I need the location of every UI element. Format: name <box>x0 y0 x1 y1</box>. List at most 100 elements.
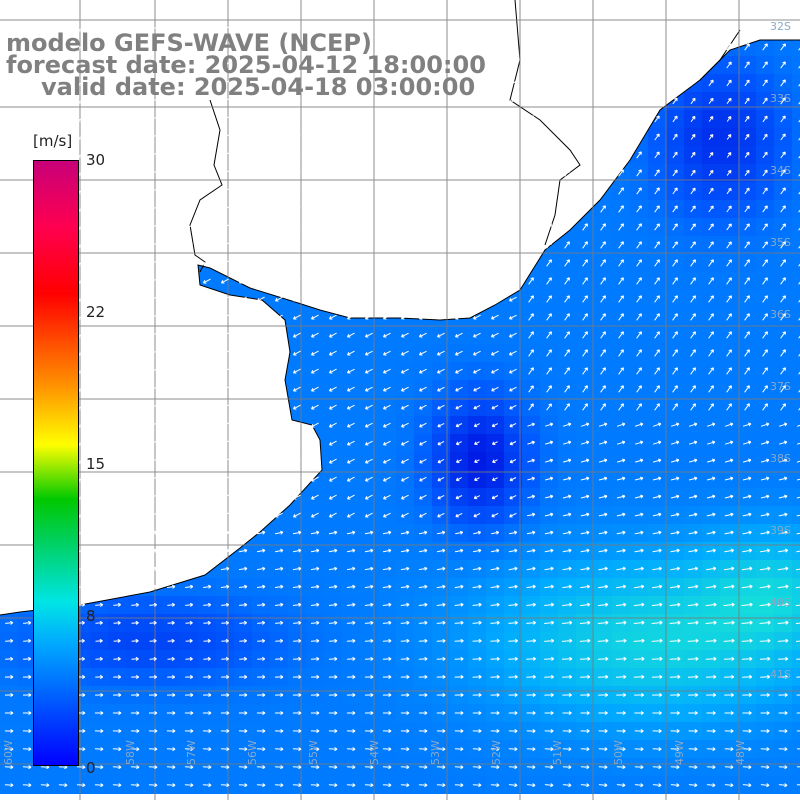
wind-arrow <box>688 512 698 517</box>
wind-arrow <box>4 188 13 194</box>
wind-arrow <box>418 747 428 752</box>
wind-arrow <box>130 765 140 770</box>
wind-arrow <box>112 188 121 194</box>
wind-arrow <box>364 386 373 392</box>
wind-arrow <box>382 458 391 464</box>
wind-arrow <box>400 440 409 446</box>
wind-arrow <box>780 385 786 393</box>
wind-arrow <box>148 765 158 770</box>
wind-arrow <box>780 277 786 285</box>
wind-arrow <box>184 332 193 338</box>
wind-arrow <box>185 584 194 589</box>
wind-arrow <box>545 422 554 427</box>
wind-arrow <box>112 332 121 338</box>
wind-arrow <box>579 638 591 643</box>
wind-arrow <box>472 602 482 607</box>
wind-arrow <box>544 548 554 553</box>
wind-arrow <box>166 368 175 374</box>
wind-arrow <box>346 692 356 698</box>
wind-arrow <box>400 494 409 500</box>
wind-arrow <box>670 476 680 481</box>
wind-arrow <box>562 566 572 571</box>
wind-arrow <box>490 584 500 589</box>
wind-arrow <box>202 134 211 140</box>
wind-arrow <box>546 385 552 393</box>
wind-arrow <box>202 62 211 68</box>
wind-arrow <box>148 44 157 50</box>
wind-arrow <box>292 747 302 752</box>
wind-arrow <box>166 224 175 230</box>
wind-arrow <box>690 169 696 176</box>
wind-arrow <box>780 295 786 303</box>
wind-arrow <box>636 367 642 375</box>
wind-arrow <box>112 224 121 230</box>
wind-arrow <box>636 259 642 267</box>
wind-arrow <box>364 494 373 500</box>
wind-cell <box>792 92 800 110</box>
wind-arrow <box>4 440 13 446</box>
wind-arrow <box>472 710 482 716</box>
wind-arrow <box>382 224 391 230</box>
wind-arrow <box>580 674 591 679</box>
wind-arrow <box>202 260 211 266</box>
wind-arrow <box>94 710 104 716</box>
wind-arrow <box>256 98 265 104</box>
wind-arrow <box>598 765 608 770</box>
wind-arrow <box>726 259 732 267</box>
wind-arrow <box>744 25 750 33</box>
wind-arrow <box>618 169 624 177</box>
wind-arrow <box>256 584 266 589</box>
wind-arrow <box>382 368 391 374</box>
wind-arrow <box>670 548 680 553</box>
wind-arrow <box>652 728 662 734</box>
wind-arrow <box>742 440 752 445</box>
wind-arrow <box>4 710 14 716</box>
wind-arrow <box>112 242 121 248</box>
wind-arrow <box>598 476 608 481</box>
wind-arrow <box>166 728 176 734</box>
wind-arrow <box>616 584 627 589</box>
wind-arrow <box>778 710 788 716</box>
wind-arrow <box>762 403 768 411</box>
wind-arrow <box>292 386 301 392</box>
wind-arrow <box>454 674 464 679</box>
wind-arrow <box>544 566 554 571</box>
wind-arrow <box>528 187 534 195</box>
wind-arrow <box>184 62 193 68</box>
wind-arrow <box>597 602 609 607</box>
wind-arrow <box>220 224 229 230</box>
wind-arrow <box>472 566 482 571</box>
wind-arrow <box>473 423 480 428</box>
wind-cell <box>792 74 800 92</box>
wind-arrow <box>652 458 662 463</box>
wind-arrow <box>760 765 770 770</box>
wind-arrow <box>131 674 140 680</box>
wind-arrow <box>726 367 732 375</box>
wind-arrow <box>780 133 786 141</box>
wind-arrow <box>762 259 768 267</box>
wind-arrow <box>221 674 230 680</box>
wind-arrow <box>436 260 445 266</box>
wind-arrow <box>687 584 699 589</box>
wind-arrow <box>564 223 570 231</box>
wind-arrow <box>310 710 320 716</box>
wind-arrow <box>437 458 445 464</box>
wind-arrow <box>796 730 800 732</box>
wind-arrow <box>778 458 788 463</box>
wind-arrow <box>112 206 121 212</box>
wind-arrow <box>474 459 480 463</box>
wind-arrow <box>690 385 696 393</box>
wind-arrow <box>724 674 735 679</box>
wind-arrow <box>472 206 481 212</box>
wind-arrow <box>256 350 265 356</box>
wind-arrow <box>112 350 121 356</box>
wind-arrow <box>220 386 229 392</box>
lon-label: 55W <box>307 740 320 765</box>
wind-arrow <box>328 242 337 248</box>
wind-arrow <box>328 80 337 86</box>
wind-arrow <box>148 80 157 86</box>
wind-arrow <box>669 602 681 607</box>
wind-arrow <box>724 476 734 481</box>
wind-arrow <box>490 765 500 770</box>
wind-arrow <box>490 674 500 679</box>
